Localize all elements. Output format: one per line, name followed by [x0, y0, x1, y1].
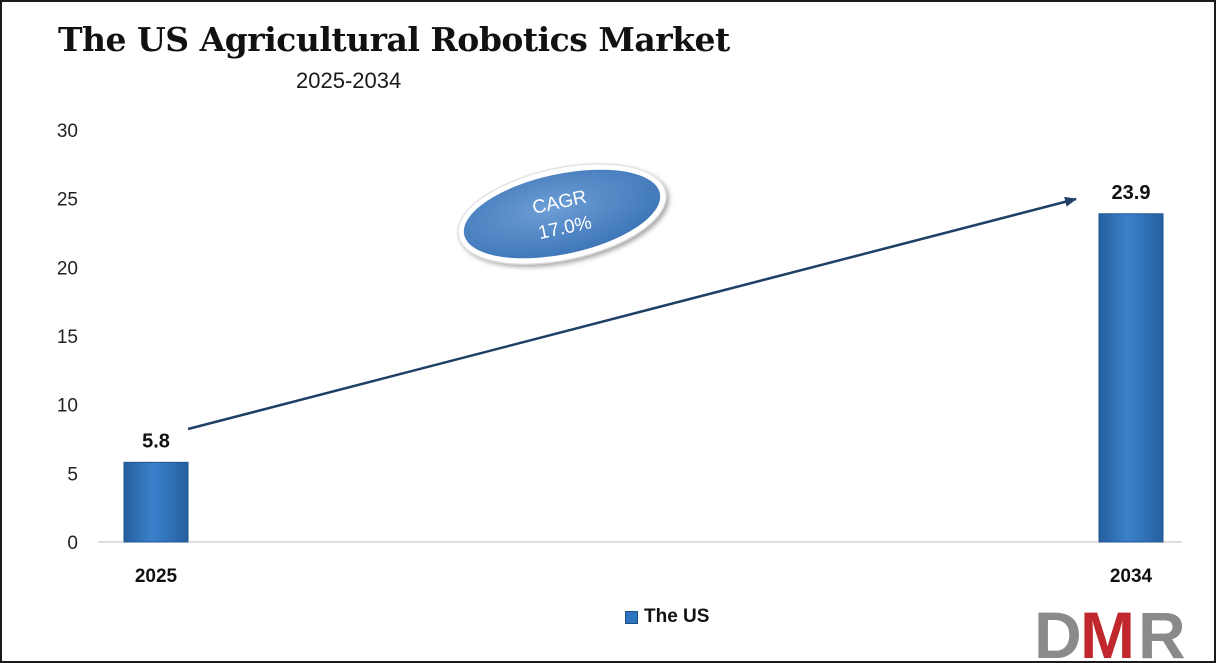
growth-arrow [187, 196, 1077, 431]
y-tick-label: 30 [57, 121, 78, 142]
data-labels: 5.8 23.9 [142, 182, 1150, 453]
bar-2034 [1098, 213, 1164, 543]
x-axis: 2025 2034 [135, 566, 1153, 587]
y-tick-label: 0 [67, 533, 78, 554]
legend: The US [625, 606, 709, 628]
dmr-logo: D M R [1034, 602, 1189, 662]
x-tick-label-2034: 2034 [1110, 566, 1153, 587]
legend-swatch [625, 610, 638, 624]
logo-letter-d: D [1034, 602, 1079, 662]
data-label-2025: 5.8 [142, 430, 170, 452]
y-axis: 0 5 10 15 20 25 30 [57, 121, 78, 554]
logo-letter-m: M [1080, 602, 1131, 662]
data-label-2034: 23.9 [1112, 182, 1151, 204]
chart-subtitle: 2025-2034 [296, 68, 402, 93]
legend-label: The US [644, 606, 710, 627]
x-tick-label-2025: 2025 [135, 566, 178, 587]
y-tick-label: 25 [57, 190, 78, 211]
cagr-badge: CAGR 17.0% [457, 163, 667, 265]
y-tick-label: 10 [57, 396, 78, 417]
chart-title: The US Agricultural Robotics Market [58, 20, 730, 59]
logo-letter-r: R [1138, 602, 1185, 662]
y-tick-label: 5 [67, 464, 78, 485]
y-tick-label: 20 [57, 258, 78, 279]
bar-2025 [123, 461, 189, 543]
bars [123, 213, 1164, 543]
y-tick-label: 15 [57, 327, 78, 348]
